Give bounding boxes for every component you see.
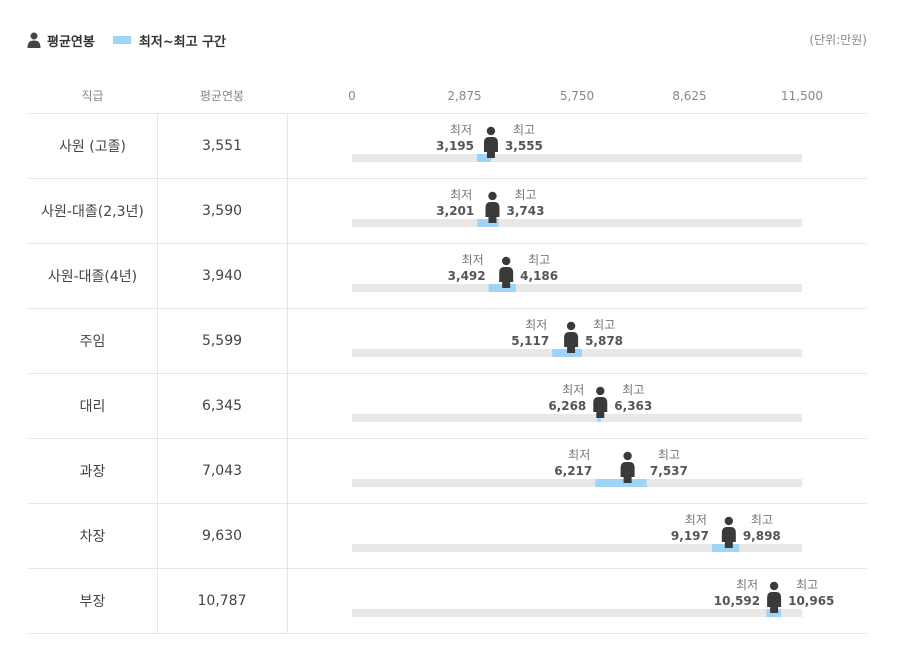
avg-salary-cell: 3,940: [201, 267, 243, 284]
grade-cell: 차장: [79, 528, 106, 545]
max-caption: 최고: [796, 578, 818, 592]
grade-cell: 사원-대졸(4년): [47, 268, 138, 285]
legend: 평균연봉 최저~최고 구간: [27, 30, 244, 50]
min-value: 10,592: [714, 594, 760, 608]
min-caption: 최저: [562, 383, 584, 397]
column-header-avg: 평균연봉: [199, 89, 245, 103]
max-caption: 최고: [528, 253, 550, 267]
avg-salary-cell: 3,551: [201, 137, 243, 154]
legend-range-label: 최저~최고 구간: [138, 34, 227, 50]
min-value: 5,117: [511, 334, 549, 348]
min-caption: 최저: [736, 578, 758, 592]
max-caption: 최고: [751, 513, 773, 527]
max-caption: 최고: [622, 383, 644, 397]
range-track: [352, 544, 802, 552]
max-value: 9,898: [743, 529, 781, 543]
column-header-grade: 직급: [81, 89, 104, 103]
row-divider: [28, 503, 867, 504]
min-value: 3,201: [436, 204, 474, 218]
person-icon: [483, 126, 498, 158]
person-icon: [485, 191, 500, 223]
table-row: 과장 7,043: [28, 438, 867, 503]
person-icon: [721, 516, 736, 548]
grade-cell: 부장: [79, 593, 106, 610]
grade-cell: 대리: [79, 398, 106, 415]
max-caption: 최고: [593, 318, 615, 332]
person-icon: [620, 451, 635, 483]
legend-item-avg: 평균연봉: [27, 31, 95, 50]
range-bar: [595, 479, 647, 487]
range-track: [352, 219, 802, 227]
max-caption: 최고: [514, 188, 536, 202]
axis-tick-label: 2,875: [447, 89, 481, 103]
person-icon: [767, 581, 782, 613]
table-row: 사원 (고졸) 3,551: [28, 113, 867, 178]
row-divider: [28, 243, 867, 244]
max-caption: 최고: [658, 448, 680, 462]
person-icon: [499, 256, 514, 288]
avg-salary-cell: 9,630: [201, 527, 243, 544]
person-icon: [27, 32, 41, 48]
range-track: [352, 414, 802, 422]
axis-tick-label: 11,500: [781, 89, 823, 103]
legend-item-range: 최저~최고 구간: [112, 31, 227, 50]
max-value: 3,555: [505, 139, 543, 153]
range-track: [352, 479, 802, 487]
table-row: 부장 10,787: [28, 568, 867, 633]
grade-cell: 사원-대졸(2,3년): [41, 203, 144, 220]
grade-cell: 과장: [79, 463, 106, 480]
range-bar: [477, 219, 499, 227]
min-value: 9,197: [671, 529, 709, 543]
row-divider: [28, 438, 867, 439]
max-value: 5,878: [585, 334, 623, 348]
max-value: 4,186: [520, 269, 558, 283]
range-track: [352, 154, 802, 162]
person-icon: [564, 321, 579, 353]
unit-label: (단위:만원): [809, 33, 867, 47]
axis-tick-label: 5,750: [560, 89, 594, 103]
avg-salary-cell: 6,345: [201, 397, 243, 414]
min-value: 3,492: [448, 269, 486, 283]
row-divider: [28, 568, 867, 569]
min-value: 6,217: [554, 464, 592, 478]
grade-cell: 사원 (고졸): [59, 138, 126, 155]
min-caption: 최저: [685, 513, 707, 527]
table-row: 사원-대졸(2,3년) 3,590: [28, 178, 867, 243]
table-row: 주임 5,599: [28, 308, 867, 373]
axis-tick-label: 8,625: [672, 89, 706, 103]
max-value: 3,743: [506, 204, 544, 218]
avg-salary-cell: 10,787: [197, 592, 247, 609]
row-divider: [28, 308, 867, 309]
max-value: 6,363: [614, 399, 652, 413]
min-caption: 최저: [462, 253, 484, 267]
legend-avg-label: 평균연봉: [47, 34, 95, 50]
min-caption: 최저: [450, 123, 472, 137]
max-caption: 최고: [513, 123, 535, 137]
table-row: 차장 9,630: [28, 503, 867, 568]
range-swatch-icon: [112, 36, 131, 44]
table-row: 사원-대졸(4년) 3,940: [28, 243, 867, 308]
table-row: 대리 6,345: [28, 373, 867, 438]
avg-salary-cell: 3,590: [201, 202, 243, 219]
min-value: 6,268: [548, 399, 586, 413]
row-divider: [28, 633, 867, 634]
range-track: [352, 609, 802, 617]
min-caption: 최저: [450, 188, 472, 202]
row-divider: [28, 178, 867, 179]
avg-salary-cell: 7,043: [201, 462, 243, 479]
row-divider: [28, 373, 867, 374]
axis-tick-label: 0: [348, 89, 356, 103]
grade-cell: 주임: [79, 333, 106, 350]
range-bar: [477, 154, 492, 162]
range-track: [352, 284, 802, 292]
min-caption: 최저: [525, 318, 547, 332]
max-value: 7,537: [650, 464, 688, 478]
max-value: 10,965: [788, 594, 834, 608]
avg-salary-cell: 5,599: [201, 332, 243, 349]
min-value: 3,195: [436, 139, 474, 153]
person-icon: [593, 386, 608, 418]
min-caption: 최저: [568, 448, 590, 462]
header-divider: [28, 113, 867, 114]
